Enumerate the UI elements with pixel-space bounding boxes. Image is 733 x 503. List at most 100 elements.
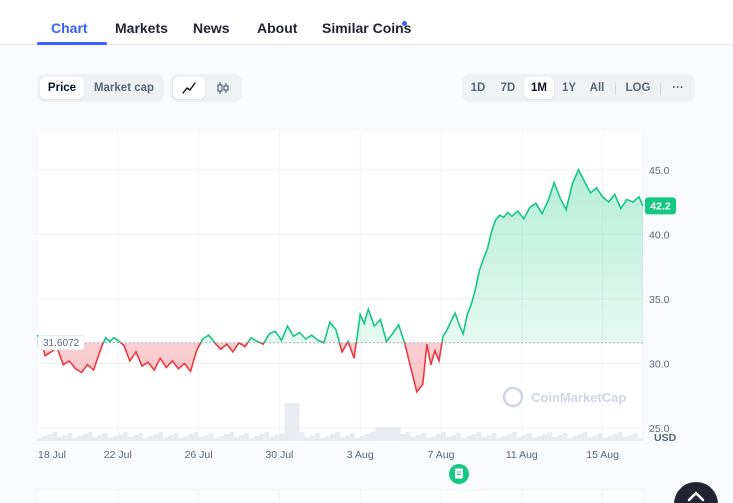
y-tick-label: 25.0 <box>649 423 670 435</box>
volume-bar <box>420 433 426 441</box>
price-button[interactable]: Price <box>40 77 84 99</box>
range-7d-button[interactable]: 7D <box>500 82 516 94</box>
scroll-to-top-button[interactable] <box>674 482 718 503</box>
volume-bar <box>314 433 320 441</box>
volume-bar <box>228 432 234 441</box>
candlestick-button[interactable] <box>207 77 239 99</box>
x-axis-labels: 18 Jul 22 Jul 26 Jul 30 Jul 3 Aug 7 Aug 11 Aug… <box>38 449 619 461</box>
x-tick-label: 22 Jul <box>104 449 132 461</box>
volume-bar <box>309 435 315 441</box>
volume-bar <box>385 427 391 441</box>
x-tick-label: 18 Jul <box>38 449 66 461</box>
volume-bar <box>233 437 239 441</box>
volume-bar <box>163 437 169 441</box>
volume-bar <box>274 435 280 441</box>
volume-bar <box>62 435 68 441</box>
baseline-value-tag: 31.6072 <box>37 335 85 351</box>
tab-about[interactable]: About <box>257 20 298 36</box>
volume-bar <box>67 433 73 441</box>
current-price-label: 42.2 <box>650 200 671 212</box>
area-below-baseline <box>41 342 442 392</box>
volume-bar <box>597 433 603 441</box>
log-scale-button[interactable]: LOG <box>625 82 651 94</box>
volume-bar <box>521 435 527 441</box>
volume-bar <box>97 435 103 441</box>
new-indicator-dot <box>402 21 407 26</box>
volume-bar <box>350 433 356 441</box>
volume-bar <box>52 432 58 441</box>
price-line-down <box>40 342 443 394</box>
volume-bar <box>264 432 270 441</box>
volume-bar <box>531 438 537 441</box>
volume-bar <box>632 433 638 441</box>
volume-bar <box>102 433 108 441</box>
more-options-button[interactable]: ··· <box>672 82 684 94</box>
active-tab-indicator <box>37 42 107 45</box>
watermark: CoinMarketCap <box>502 386 626 408</box>
tab-news[interactable]: News <box>193 20 230 36</box>
area-above-baseline <box>37 169 643 343</box>
volume-bar <box>612 434 618 441</box>
x-tick-label: 26 Jul <box>185 449 213 461</box>
volume-bar <box>511 432 517 441</box>
volume-bar <box>269 437 275 441</box>
tab-similar-coins[interactable]: Similar Coins <box>322 20 412 36</box>
current-price-tag-box <box>645 197 676 215</box>
volume-bar <box>117 434 123 441</box>
navigator-track[interactable] <box>36 489 644 503</box>
volume-bar <box>132 435 138 441</box>
volume-bar <box>324 436 330 441</box>
volume-bar <box>254 436 260 441</box>
volume-bar <box>334 432 340 441</box>
range-1d-button[interactable]: 1D <box>470 82 486 94</box>
coinmarketcap-logo-icon <box>502 386 524 408</box>
volume-bar <box>501 436 507 441</box>
volume-bar <box>622 437 628 441</box>
volume-bar <box>415 435 421 441</box>
range-divider <box>660 82 661 95</box>
volume-bar <box>476 432 482 441</box>
x-tick-label: 11 Aug <box>506 449 538 461</box>
volume-bar <box>122 432 128 441</box>
range-1y-button[interactable]: 1Y <box>561 82 577 94</box>
volume-bar <box>592 435 598 441</box>
range-all-button[interactable]: All <box>589 82 605 94</box>
y-axis-labels: 45.0 40.0 35.0 30.0 25.0 <box>649 165 670 435</box>
market-cap-button[interactable]: Market cap <box>93 82 155 94</box>
volume-bar <box>400 434 406 441</box>
volume-bar <box>390 427 396 441</box>
price-chart[interactable]: CoinMarketCap 31.6072 45.0 40.0 35.0 30.0 25… <box>0 120 733 503</box>
volume-bar <box>158 432 164 441</box>
y-tick-label: 45.0 <box>649 165 670 177</box>
volume-bar <box>239 435 245 441</box>
volume-bar <box>430 436 436 441</box>
volume-bars <box>37 403 643 441</box>
events-marker[interactable] <box>449 464 469 484</box>
volume-bar <box>506 434 512 441</box>
volume-bar <box>92 437 98 441</box>
volume-bar <box>441 432 447 441</box>
line-chart-button[interactable] <box>173 77 205 99</box>
volume-bar <box>410 437 416 441</box>
range-navigator[interactable] <box>36 489 644 503</box>
volume-bar <box>380 427 386 441</box>
volume-bar <box>203 435 209 441</box>
range-1m-button[interactable]: 1M <box>524 77 554 99</box>
volume-bar <box>446 437 452 441</box>
volume-bar <box>486 435 492 441</box>
volume-bar <box>244 433 250 441</box>
volume-bar <box>451 435 457 441</box>
price-chart-svg: CoinMarketCap 31.6072 45.0 40.0 35.0 30.0 25… <box>36 131 677 503</box>
volume-bar <box>112 436 118 441</box>
tab-markets[interactable]: Markets <box>115 20 168 36</box>
tab-chart[interactable]: Chart <box>51 20 88 36</box>
x-tick-label: 15 Aug <box>586 449 619 461</box>
volume-bar <box>77 436 83 441</box>
volume-bar <box>542 434 548 441</box>
volume-bar <box>198 437 204 441</box>
volume-bar <box>329 434 335 441</box>
volume-bar <box>471 434 477 441</box>
watermark-text: CoinMarketCap <box>531 390 626 405</box>
volume-bar <box>47 434 53 441</box>
volume-bar <box>547 432 553 441</box>
